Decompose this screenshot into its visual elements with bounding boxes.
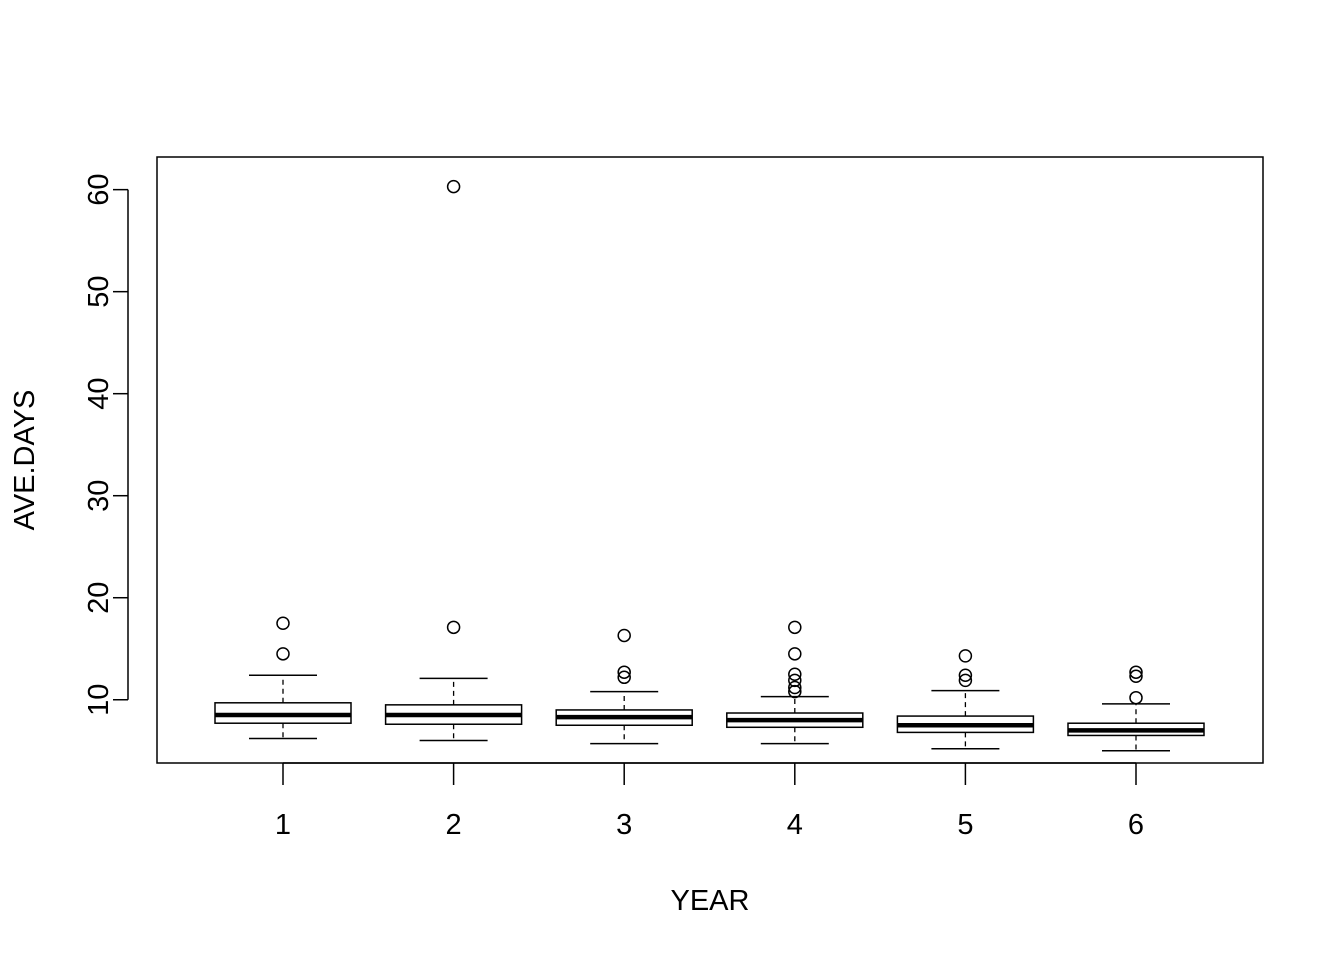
- box-5: [896, 649, 1035, 750]
- outlier-point: [617, 628, 631, 643]
- x-tick-label: 1: [275, 809, 291, 841]
- outlier-point: [276, 616, 290, 630]
- x-tick-label: 2: [446, 809, 462, 841]
- plot-frame: [156, 156, 1264, 764]
- y-axis-label: AVE.DAYS: [9, 390, 41, 531]
- y-tick-label: 50: [83, 276, 115, 308]
- outlier-point: [788, 684, 802, 699]
- x-tick-label: 4: [787, 809, 803, 841]
- outlier-point: [276, 647, 290, 661]
- outlier-point: [958, 668, 973, 683]
- outlier-point: [788, 680, 802, 695]
- outlier-point: [788, 620, 802, 635]
- x-tick-label: 6: [1128, 809, 1144, 841]
- y-axis: 10 20 30 40 50 60: [83, 174, 129, 716]
- y-tick-label: 20: [83, 582, 115, 614]
- outlier-point: [788, 673, 802, 688]
- x-tick-label: 3: [616, 809, 632, 841]
- outlier-point: [617, 670, 631, 685]
- outlier-point: [446, 620, 461, 635]
- outlier-point: [788, 647, 802, 661]
- outlier-point: [1129, 690, 1143, 705]
- outlier-point: [958, 673, 973, 688]
- box-4: [726, 620, 864, 745]
- x-axis: 1 2 3 4 5 6: [275, 762, 1144, 841]
- x-tick-label: 5: [957, 809, 973, 841]
- box-1: [214, 616, 352, 740]
- box-3: [555, 628, 693, 745]
- y-tick-label: 30: [83, 480, 115, 512]
- box-2: [384, 179, 523, 742]
- y-tick-label: 10: [83, 684, 115, 716]
- outlier-point: [1129, 669, 1143, 684]
- y-tick-label: 60: [83, 174, 115, 206]
- box-6: [1067, 665, 1205, 752]
- outlier-point: [788, 667, 802, 681]
- outlier-point: [617, 665, 631, 679]
- x-axis-label: YEAR: [671, 885, 750, 917]
- box-group: [214, 179, 1205, 752]
- outlier-point: [1129, 665, 1143, 679]
- outlier-point: [958, 649, 973, 663]
- y-tick-label: 40: [83, 378, 115, 410]
- outlier-point: [446, 179, 461, 194]
